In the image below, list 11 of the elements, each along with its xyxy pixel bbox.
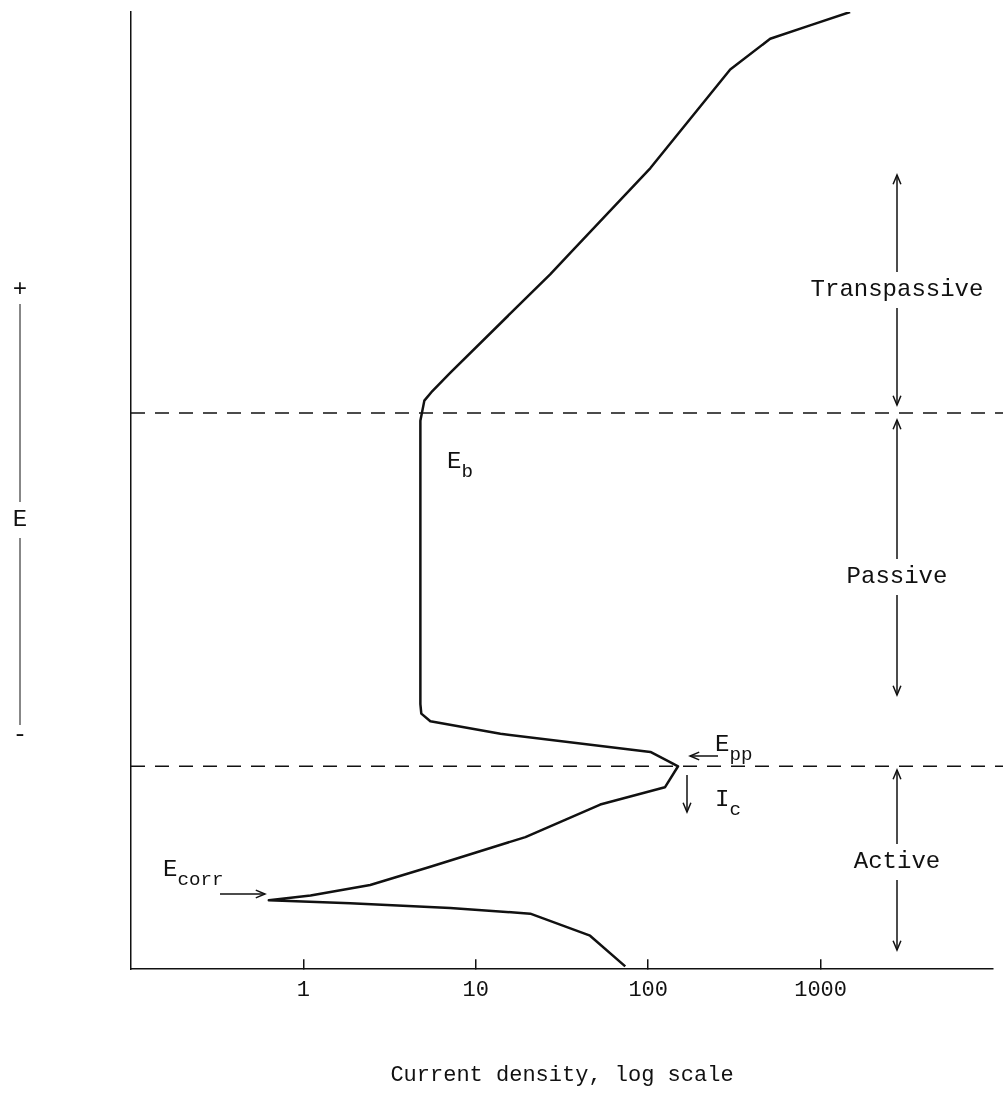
- annotation: Active: [853, 848, 941, 876]
- text: +: [12, 276, 28, 304]
- x-tick-label: 10: [462, 978, 489, 1004]
- x-tick-label: 100: [628, 978, 668, 1004]
- x-tick-label: 1000: [794, 978, 848, 1004]
- x-tick-label: 1: [296, 978, 310, 1004]
- annotation: Passive: [846, 563, 948, 591]
- x-axis-title: Current density, log scale: [390, 1062, 734, 1088]
- annotation: Transpassive: [810, 276, 984, 304]
- text: -: [12, 721, 28, 749]
- y-axis-title: E: [12, 506, 28, 534]
